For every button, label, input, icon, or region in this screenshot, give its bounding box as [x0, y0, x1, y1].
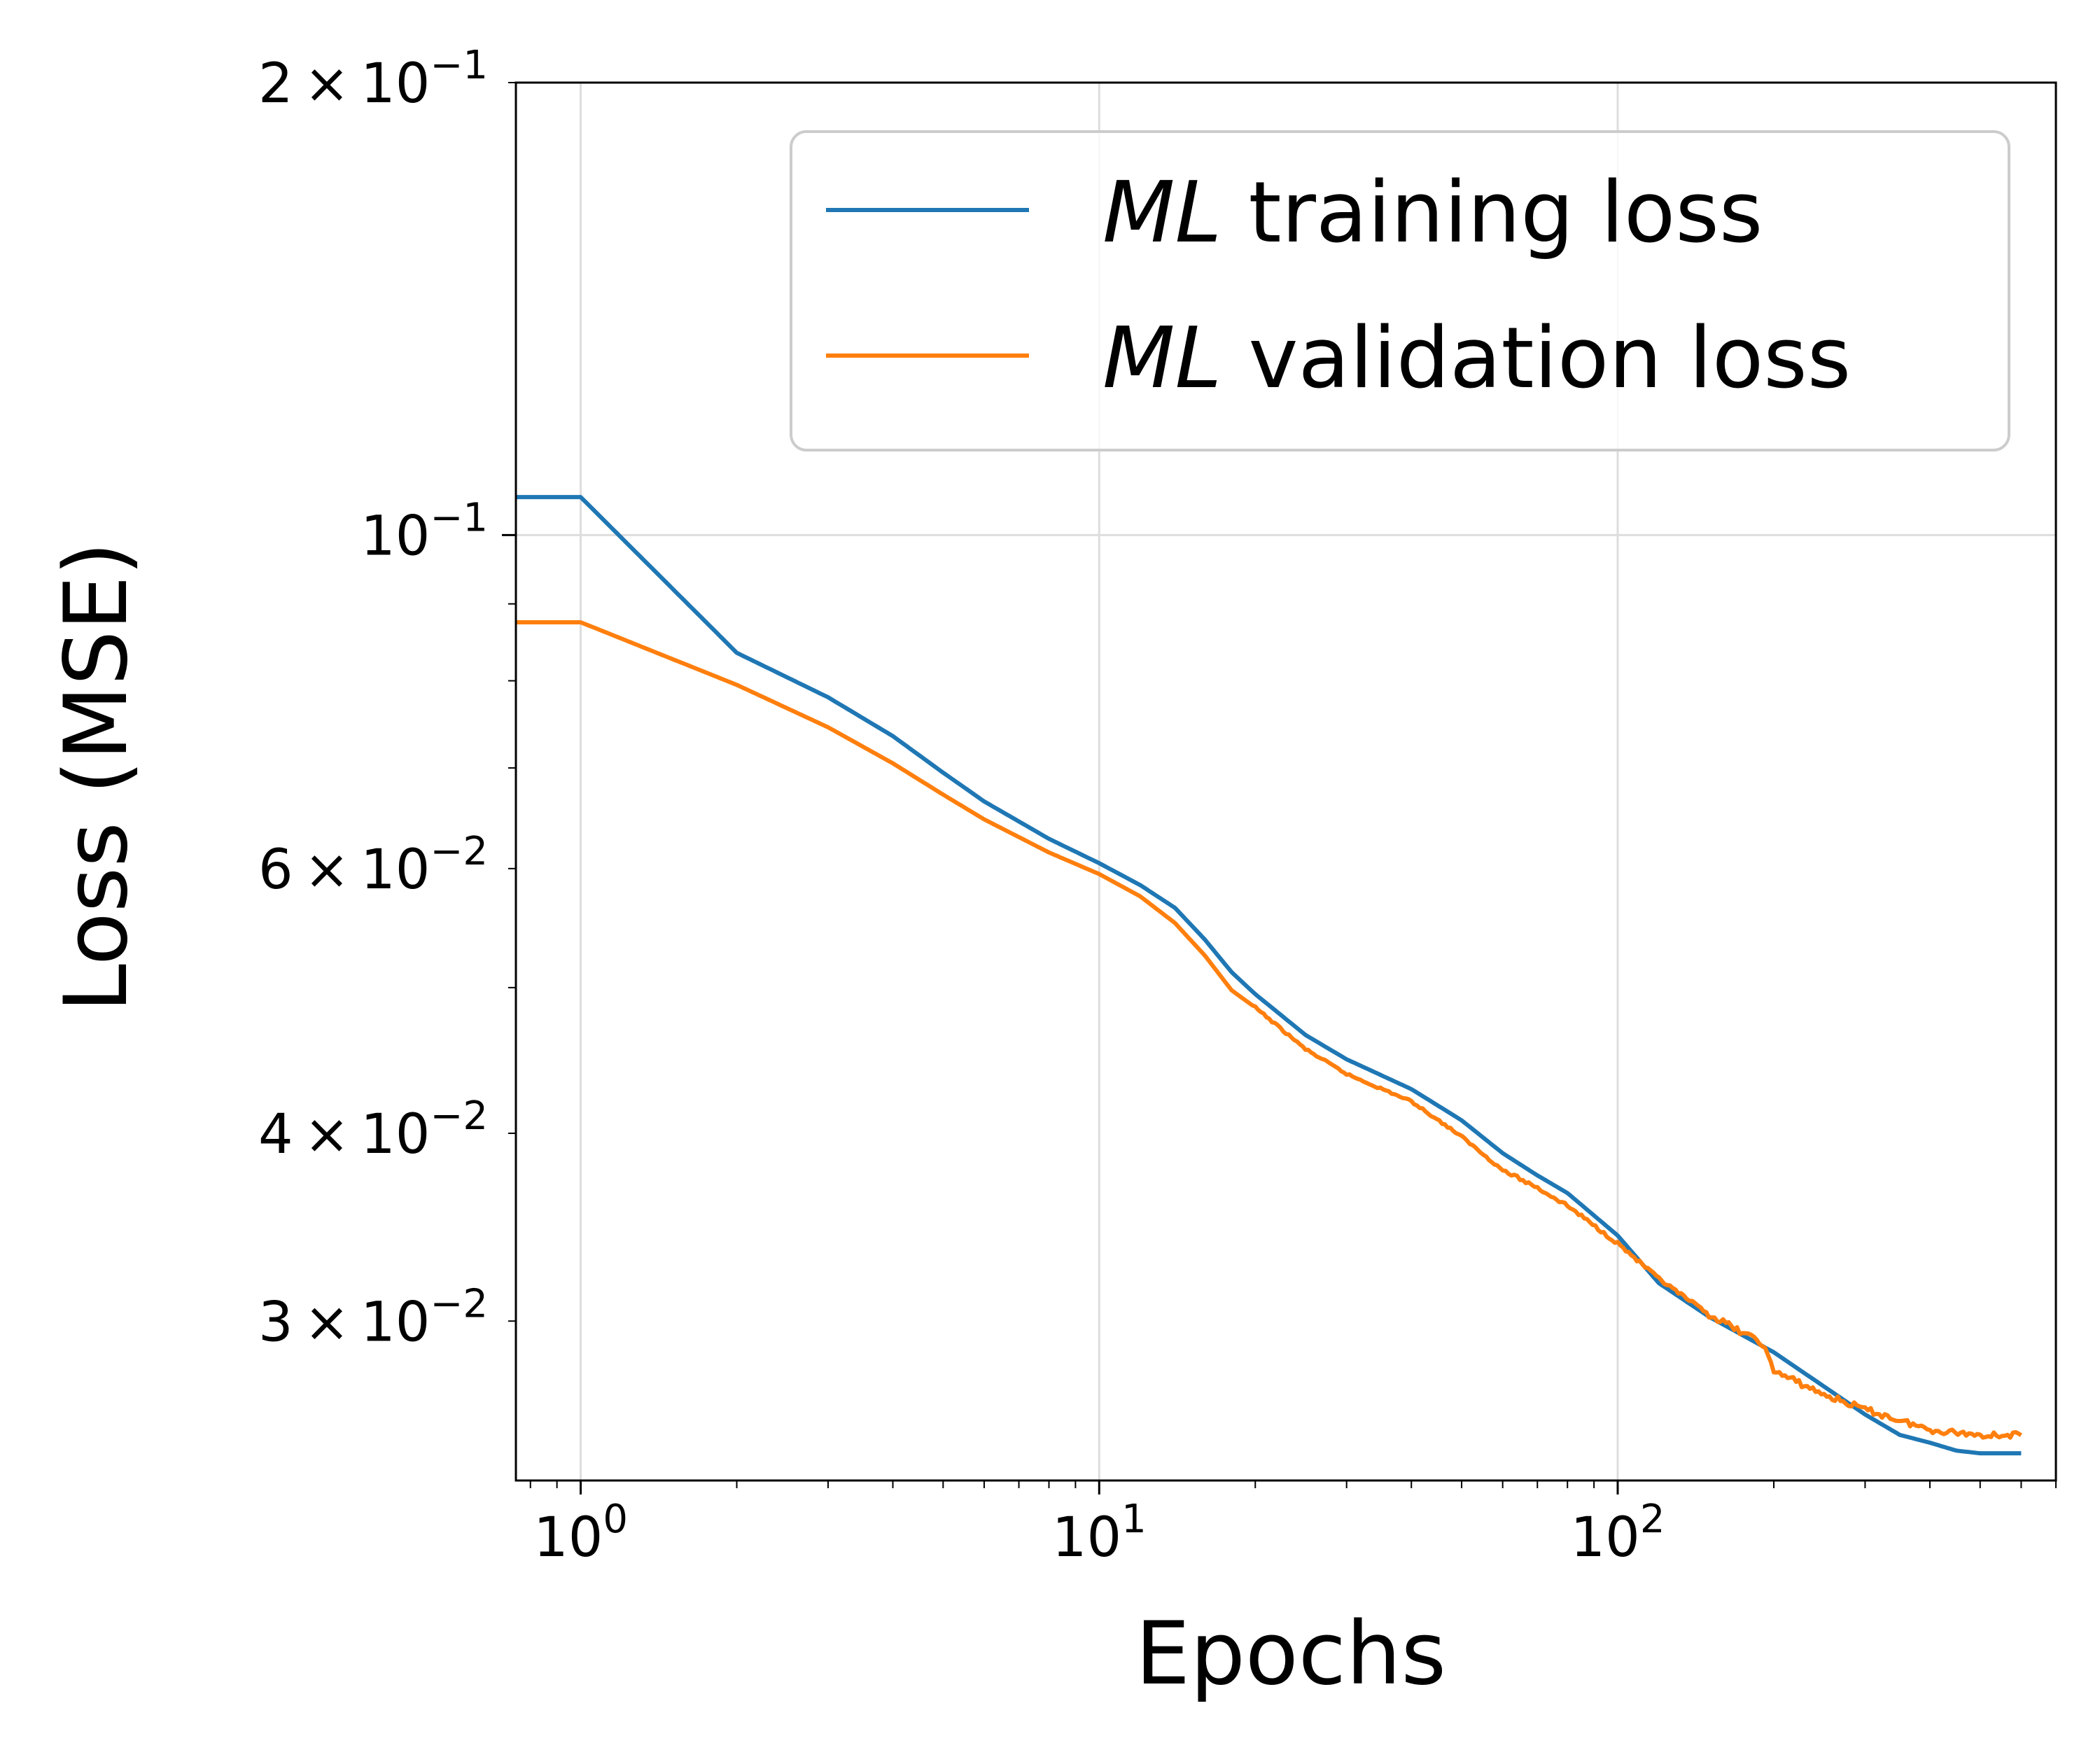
series-line-1 — [516, 620, 2022, 1440]
x-axis-label: Epochs — [1135, 1604, 1446, 1704]
tick-labels: 100 101 102 2 × 10−1 10−1 6 × 10−2 4 × 10−2 3 ×… — [258, 43, 1665, 1569]
y-axis-label: Loss (MSE) — [46, 542, 147, 1012]
y-tick-label: 2 × 10−1 — [258, 43, 488, 115]
legend-label-validation: ML validation loss — [1102, 310, 1851, 407]
y-tick-label: 10−1 — [360, 495, 488, 568]
legend-box — [790, 130, 2010, 451]
plot-lines — [516, 495, 2022, 1456]
x-tick-label: 101 — [1052, 1497, 1147, 1569]
legend: ML training loss ML validation loss — [790, 130, 2010, 451]
y-tick-label: 4 × 10−2 — [258, 1093, 488, 1166]
y-tick-label: 3 × 10−2 — [258, 1281, 488, 1354]
legend-label-training: ML training loss — [1102, 164, 1763, 262]
x-tick-label: 100 — [533, 1497, 628, 1569]
axis-ticks — [502, 82, 2057, 1494]
plot-frame — [514, 81, 2057, 1482]
series-line-0 — [516, 495, 2022, 1456]
x-tick-label: 102 — [1571, 1497, 1665, 1569]
y-tick-label: 6 × 10−2 — [258, 829, 488, 902]
